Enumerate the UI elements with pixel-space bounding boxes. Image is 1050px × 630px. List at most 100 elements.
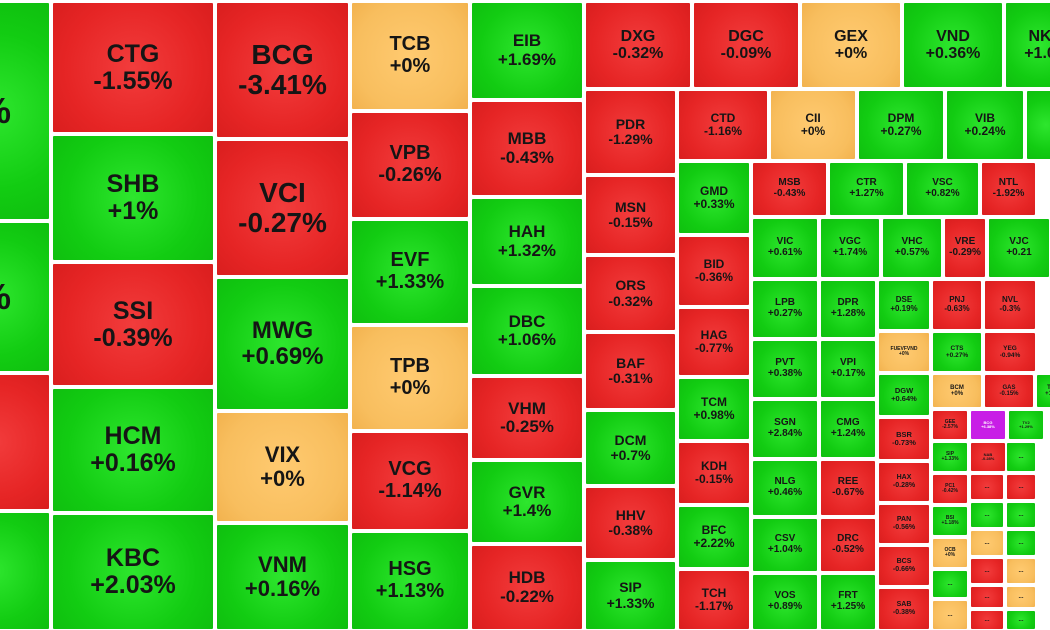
stock-tile[interactable]: SAB -0.38% — [878, 588, 930, 630]
stock-tile[interactable]: NAB -0.28% — [970, 442, 1006, 472]
stock-tile[interactable]: CTD -1.16% — [678, 90, 768, 160]
stock-tile[interactable]: ... — [970, 530, 1004, 556]
stock-tile[interactable]: HAG -0.77% — [678, 308, 750, 376]
stock-tile[interactable]: HAX -0.28% — [878, 462, 930, 502]
stock-tile[interactable]: ... — [970, 558, 1004, 584]
stock-tile[interactable] — [1026, 90, 1050, 160]
stock-tile[interactable]: TCM +0.98% — [678, 378, 750, 440]
stock-tile[interactable]: ... — [1006, 442, 1036, 472]
stock-tile[interactable]: KDH -0.15% — [678, 442, 750, 504]
stock-tile[interactable]: GEX +0% — [801, 2, 901, 88]
stock-tile[interactable]: ... — [1006, 502, 1036, 528]
stock-tile[interactable]: ORS -0.32% — [585, 256, 676, 331]
stock-tile[interactable]: ... — [1006, 610, 1036, 630]
stock-tile[interactable]: % — [0, 222, 50, 372]
stock-tile[interactable]: LPB +0.27% — [752, 280, 818, 338]
stock-tile[interactable] — [0, 374, 50, 510]
stock-tile[interactable]: TCB +0% — [351, 2, 469, 110]
stock-tile[interactable]: MSB -0.43% — [752, 162, 827, 216]
stock-tile[interactable]: VGC +1.74% — [820, 218, 880, 278]
stock-tile[interactable]: ... — [970, 586, 1004, 608]
stock-tile[interactable]: SIP +1.33% — [585, 561, 676, 630]
stock-tile[interactable]: FUEVFVND +0% — [878, 332, 930, 372]
stock-tile[interactable]: SHB +1% — [52, 135, 214, 261]
stock-tile[interactable]: SIP +1.33% — [932, 442, 968, 472]
stock-tile[interactable]: DBC +1.06% — [471, 287, 583, 375]
stock-tile[interactable]: TPB +0% — [351, 326, 469, 430]
stock-tile[interactable]: BFC +2.22% — [678, 506, 750, 568]
stock-tile[interactable]: ... — [1006, 474, 1036, 500]
stock-tile[interactable]: EVF +1.33% — [351, 220, 469, 324]
stock-tile[interactable]: NTL -1.92% — [981, 162, 1036, 216]
stock-tile[interactable]: MWG +0.69% — [216, 278, 349, 410]
stock-tile[interactable]: OCB +0% — [932, 538, 968, 568]
stock-tile[interactable]: VCI -0.27% — [216, 140, 349, 276]
stock-tile[interactable]: VNM +0.16% — [216, 524, 349, 630]
stock-tile[interactable]: BCG -3.41% — [216, 2, 349, 138]
stock-tile[interactable]: PVT +0.38% — [752, 340, 818, 398]
stock-tile[interactable]: CTR +1.27% — [829, 162, 904, 216]
stock-tile[interactable]: NVL -0.3% — [984, 280, 1036, 330]
stock-tile[interactable]: ... — [970, 610, 1004, 630]
stock-tile[interactable]: HCM +0.16% — [52, 388, 214, 512]
stock-tile[interactable]: VND +0.36% — [903, 2, 1003, 88]
stock-tile[interactable]: VHM -0.25% — [471, 377, 583, 459]
stock-tile[interactable]: ... — [1006, 586, 1036, 608]
stock-tile[interactable]: MSN -0.15% — [585, 176, 676, 254]
stock-tile[interactable]: VIX +0% — [216, 412, 349, 522]
stock-tile[interactable]: NLG +0.46% — [752, 460, 818, 516]
stock-tile[interactable]: DXG -0.32% — [585, 2, 691, 88]
stock-tile[interactable]: DGC -0.09% — [693, 2, 799, 88]
stock-tile[interactable]: ... — [932, 600, 968, 630]
stock-tile[interactable]: VPI +0.17% — [820, 340, 876, 398]
stock-tile[interactable]: VHC +0.57% — [882, 218, 942, 278]
stock-tile[interactable]: VPB -0.26% — [351, 112, 469, 218]
stock-tile[interactable]: DCM +0.7% — [585, 411, 676, 485]
stock-tile[interactable]: NK+1.0 — [1005, 2, 1050, 88]
stock-tile[interactable]: DRC -0.52% — [820, 518, 876, 572]
stock-tile[interactable]: VCG -1.14% — [351, 432, 469, 530]
stock-tile[interactable]: HHV -0.38% — [585, 487, 676, 559]
stock-tile[interactable]: VSC +0.82% — [906, 162, 979, 216]
stock-tile[interactable]: EIB +1.69% — [471, 2, 583, 99]
stock-tile[interactable]: BID -0.36% — [678, 236, 750, 306]
stock-tile[interactable]: VIC +0.61% — [752, 218, 818, 278]
stock-tile[interactable]: CTS +0.27% — [932, 332, 982, 372]
stock-tile[interactable]: CII +0% — [770, 90, 856, 160]
stock-tile[interactable]: HSG +1.13% — [351, 532, 469, 630]
stock-tile[interactable]: TP+1.7 — [1036, 374, 1050, 408]
stock-tile[interactable]: VIB +0.24% — [946, 90, 1024, 160]
stock-tile[interactable]: DPR +1.28% — [820, 280, 876, 338]
stock-tile[interactable]: HAH +1.32% — [471, 198, 583, 285]
stock-tile[interactable]: CSV +1.04% — [752, 518, 818, 572]
stock-tile[interactable]: DPM +0.27% — [858, 90, 944, 160]
stock-tile[interactable]: GAS -0.15% — [984, 374, 1034, 408]
stock-tile[interactable]: DGW +0.64% — [878, 374, 930, 416]
stock-tile[interactable]: FRT +1.25% — [820, 574, 876, 630]
stock-tile[interactable]: HDB -0.22% — [471, 545, 583, 630]
stock-tile[interactable]: BCM +0% — [932, 374, 982, 408]
stock-tile[interactable]: PC1 -0.42% — [932, 474, 968, 504]
stock-tile[interactable]: VRE -0.29% — [944, 218, 986, 278]
stock-tile[interactable]: VOS +0.89% — [752, 574, 818, 630]
stock-tile[interactable]: REE -0.67% — [820, 460, 876, 516]
stock-tile[interactable]: GMD +0.33% — [678, 162, 750, 234]
stock-tile[interactable]: PAN -0.56% — [878, 504, 930, 544]
stock-tile[interactable]: ... — [1006, 558, 1036, 584]
stock-tile[interactable]: BSI +1.18% — [932, 506, 968, 536]
stock-tile[interactable]: DSE +0.19% — [878, 280, 930, 330]
stock-tile[interactable]: GEE -2.57% — [932, 410, 968, 440]
stock-tile[interactable]: ... — [970, 474, 1004, 500]
stock-tile[interactable]: ... — [970, 502, 1004, 528]
stock-tile[interactable]: BCS -0.66% — [878, 546, 930, 586]
stock-tile[interactable]: GVR +1.4% — [471, 461, 583, 543]
stock-tile[interactable]: BCG +6.38% — [970, 410, 1006, 440]
stock-tile[interactable]: % — [0, 2, 50, 220]
stock-tile[interactable]: BSR -0.73% — [878, 418, 930, 460]
stock-tile[interactable]: ... — [932, 570, 968, 598]
stock-tile[interactable] — [0, 512, 50, 630]
stock-tile[interactable]: CMG +1.24% — [820, 400, 876, 458]
stock-tile[interactable]: SGN +2.84% — [752, 400, 818, 458]
stock-tile[interactable]: PDR -1.29% — [585, 90, 676, 174]
stock-tile[interactable]: TV2 +1.29% — [1008, 410, 1044, 440]
